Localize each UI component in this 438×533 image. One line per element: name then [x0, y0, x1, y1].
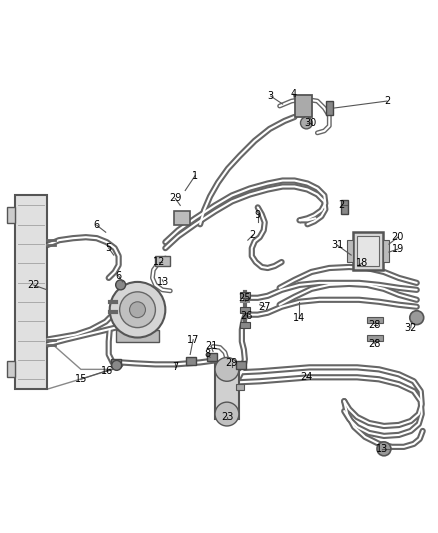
- Text: 32: 32: [405, 322, 417, 333]
- Bar: [341, 200, 348, 214]
- Text: 18: 18: [356, 258, 368, 268]
- Circle shape: [410, 311, 424, 325]
- Text: 7: 7: [172, 362, 178, 373]
- Bar: [367, 317, 383, 322]
- Text: 2: 2: [338, 200, 344, 211]
- Text: 29: 29: [226, 358, 238, 368]
- Circle shape: [300, 117, 312, 129]
- Bar: [326, 101, 333, 115]
- Bar: [357, 236, 379, 266]
- Text: 15: 15: [75, 374, 87, 384]
- Text: 4: 4: [290, 89, 297, 99]
- Bar: [15, 196, 47, 389]
- Text: 28: 28: [368, 338, 380, 349]
- Bar: [215, 365, 239, 419]
- Bar: [207, 353, 217, 361]
- Bar: [155, 256, 170, 266]
- Bar: [240, 307, 250, 313]
- Bar: [174, 212, 190, 225]
- Text: 9: 9: [254, 211, 261, 220]
- Circle shape: [130, 302, 145, 318]
- Text: 28: 28: [368, 320, 380, 329]
- Bar: [240, 321, 250, 328]
- Text: 5: 5: [106, 243, 112, 253]
- Text: 25: 25: [239, 293, 251, 303]
- Bar: [186, 358, 196, 365]
- Bar: [236, 361, 246, 369]
- Circle shape: [215, 358, 239, 381]
- Bar: [367, 335, 383, 341]
- Text: 8: 8: [204, 350, 210, 359]
- Bar: [383, 240, 389, 262]
- Text: 2: 2: [384, 96, 390, 106]
- Text: 13: 13: [376, 444, 388, 454]
- Text: 20: 20: [392, 232, 404, 242]
- Circle shape: [120, 292, 155, 328]
- Bar: [116, 329, 159, 342]
- Text: 1: 1: [192, 171, 198, 181]
- Text: 14: 14: [293, 313, 306, 322]
- Text: 26: 26: [240, 311, 253, 321]
- Circle shape: [377, 442, 391, 456]
- Bar: [236, 384, 244, 390]
- Circle shape: [112, 360, 122, 370]
- Text: 29: 29: [169, 193, 181, 204]
- Bar: [111, 359, 120, 367]
- Text: 2: 2: [250, 230, 256, 240]
- Text: 16: 16: [101, 366, 113, 376]
- Text: 21: 21: [205, 342, 217, 351]
- Bar: [347, 240, 353, 262]
- Text: 3: 3: [268, 91, 274, 101]
- Bar: [353, 232, 383, 270]
- Bar: [7, 361, 15, 377]
- Text: 6: 6: [94, 220, 100, 230]
- Text: 30: 30: [304, 118, 317, 128]
- Bar: [294, 95, 312, 117]
- Text: 12: 12: [153, 257, 166, 267]
- Circle shape: [215, 402, 239, 426]
- Text: 22: 22: [27, 280, 39, 290]
- Circle shape: [110, 282, 165, 337]
- Bar: [7, 207, 15, 223]
- Text: 19: 19: [392, 244, 404, 254]
- Text: 13: 13: [157, 277, 170, 287]
- Bar: [240, 292, 250, 298]
- Text: 27: 27: [258, 302, 271, 312]
- Circle shape: [116, 280, 126, 290]
- Text: 31: 31: [331, 240, 343, 250]
- Text: 23: 23: [221, 412, 233, 422]
- Text: 6: 6: [116, 271, 122, 281]
- Text: 24: 24: [300, 372, 313, 382]
- Text: 17: 17: [187, 335, 199, 344]
